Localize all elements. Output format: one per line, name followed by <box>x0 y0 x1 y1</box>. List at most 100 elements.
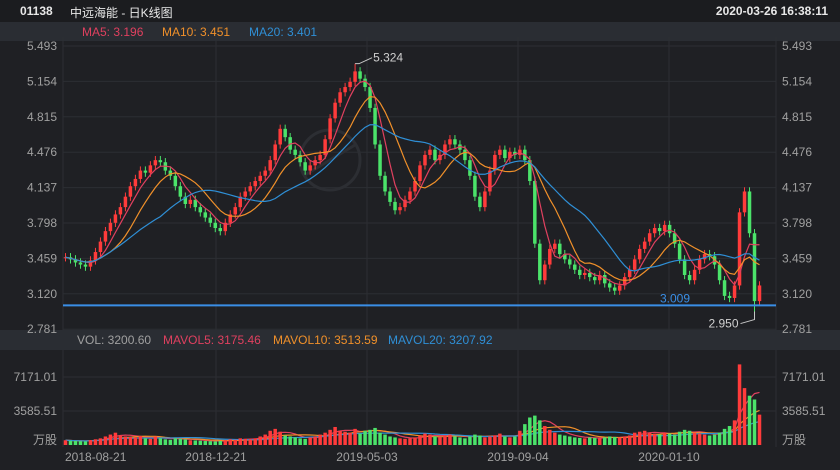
candle-body <box>378 144 382 176</box>
volume-bar <box>478 435 482 445</box>
date-label: 2018-08-21 <box>65 450 127 464</box>
volume-bar <box>538 420 542 445</box>
candle-body <box>238 196 242 208</box>
candle-body <box>702 254 707 260</box>
volume-bar <box>198 440 203 445</box>
volume-bar <box>103 436 108 445</box>
candle-body <box>692 269 697 281</box>
price-tick-left: 3.459 <box>27 251 57 265</box>
volume-bar <box>573 437 577 445</box>
candle-body <box>493 154 497 171</box>
price-tick-left: 5.154 <box>27 74 57 88</box>
volume-bar <box>263 434 267 445</box>
candle-body <box>398 207 402 211</box>
volume-bar <box>533 415 537 445</box>
price-tick-left: 3.798 <box>27 216 57 230</box>
volume-bar <box>652 433 657 445</box>
volume-bar <box>667 433 672 445</box>
price-tick-left: 4.476 <box>27 145 57 159</box>
volume-bar <box>163 439 168 445</box>
volume-bar <box>622 436 627 445</box>
volume-bar <box>543 426 547 445</box>
volume-bar <box>88 440 93 445</box>
candle-body <box>208 217 213 223</box>
candle-body <box>697 259 702 270</box>
volume-bar <box>303 438 307 445</box>
candle-body <box>573 264 577 270</box>
candle-body <box>508 151 512 159</box>
volume-bar <box>568 436 572 445</box>
volume-bar <box>228 439 233 445</box>
volume-bar <box>93 439 98 445</box>
candle-body <box>443 144 447 155</box>
max-price-label: 5.324 <box>373 51 403 65</box>
candle-body <box>123 196 128 208</box>
candle-body <box>283 128 287 138</box>
volume-bar <box>328 429 332 445</box>
volume-bar <box>612 436 617 445</box>
candle-body <box>383 175 387 192</box>
price-tick-right: 4.476 <box>782 145 812 159</box>
candle-body <box>388 191 392 202</box>
candle-body <box>727 295 732 298</box>
volume-bar <box>508 437 512 445</box>
volume-bar <box>203 441 208 445</box>
ma10-value: MA10: 3.451 <box>162 25 231 39</box>
candle-body <box>438 154 442 161</box>
candle-body <box>343 87 347 93</box>
candle-body <box>108 222 113 232</box>
candle-body <box>213 222 218 229</box>
volume-bar <box>78 441 83 445</box>
volume-bar <box>173 438 178 445</box>
candle-body <box>103 231 108 242</box>
candle-body <box>607 283 612 288</box>
volume-bar <box>438 436 442 445</box>
candle-body <box>533 181 537 244</box>
candle-body <box>303 162 307 171</box>
stock-code: 01138 <box>20 4 53 18</box>
candle-body <box>198 207 203 213</box>
candle-body <box>148 165 153 173</box>
volume-bar <box>118 435 123 445</box>
vol-value: VOL: 3200.60 <box>77 333 152 347</box>
volume-bar <box>133 437 138 445</box>
volume-bar <box>563 435 567 445</box>
volume-bar <box>757 414 762 445</box>
volume-bar <box>408 438 412 445</box>
volume-bar <box>378 432 382 445</box>
volume-bar <box>583 438 587 445</box>
candle-body <box>672 233 677 244</box>
vol-ma20-line <box>65 421 760 442</box>
candle-body <box>468 160 472 176</box>
volume-bar <box>218 441 223 445</box>
candle-body <box>592 277 597 281</box>
volume-bar <box>108 434 113 445</box>
volume-bar <box>423 433 427 445</box>
volume-bar <box>717 432 722 445</box>
volume-bar <box>68 440 73 445</box>
volume-bar <box>518 430 522 445</box>
volume-bar <box>647 432 652 445</box>
candle-body <box>553 243 557 249</box>
volume-tick-left: 3585.51 <box>14 404 58 418</box>
price-tick-right: 3.120 <box>782 287 812 301</box>
candle-body <box>563 254 567 260</box>
candle-body <box>288 137 292 150</box>
candle-body <box>687 275 692 281</box>
volume-bar <box>523 424 527 445</box>
volume-bar <box>747 395 752 445</box>
candle-body <box>318 154 322 161</box>
price-tick-left: 3.120 <box>27 287 57 301</box>
volume-bar <box>473 434 477 445</box>
candle-body <box>448 139 452 145</box>
volume-bar <box>403 438 407 445</box>
volume-bar <box>682 429 687 445</box>
candle-body <box>263 170 267 176</box>
candle-body <box>583 272 587 276</box>
volume-bar <box>313 436 317 445</box>
volume-tick-right: 7171.01 <box>782 370 826 384</box>
date-label: 2019-09-04 <box>487 450 549 464</box>
price-tick-left: 4.815 <box>27 110 57 124</box>
candle-body <box>488 170 492 192</box>
candle-body <box>433 149 437 161</box>
